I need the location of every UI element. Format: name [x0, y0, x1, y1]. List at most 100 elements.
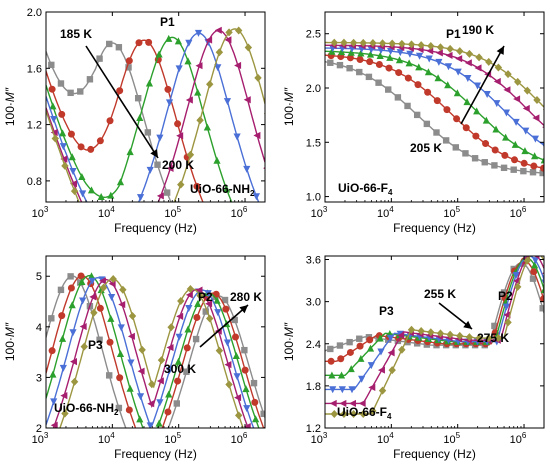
panel-a-series-5-point: [214, 26, 222, 34]
panel-b-series-5-point: [445, 51, 453, 60]
panel-c-series-1-point: [173, 400, 180, 407]
panel-b-series-2-point: [482, 140, 490, 148]
panel-d-series-6-point: [456, 331, 464, 340]
panel-b-sample-label: UiO-66-F4: [338, 181, 393, 197]
panel-b-series-6-point: [349, 38, 358, 47]
panel-c-series-6-point: [177, 297, 185, 306]
panel-a-series-4-point: [185, 39, 193, 47]
panel-d-series-6-point: [369, 407, 377, 416]
panel-c-series-3-point: [213, 296, 221, 304]
panel-c-series-1-point: [115, 404, 123, 412]
panel-d-series-6-point: [504, 318, 512, 327]
panel-c-x-tick-label: 106: [231, 431, 248, 446]
panel-d-peak-p3: P3: [379, 304, 394, 318]
panel-b-series-1-point: [520, 167, 527, 175]
panel-d-series-4-point: [338, 386, 346, 394]
panel-b-series-3-point: [424, 68, 433, 76]
panel-a-series-4-point: [165, 99, 174, 107]
panel-c-series-5-point: [205, 300, 213, 308]
panel-b-series-1-point: [491, 162, 498, 169]
panel-b-series-4-point: [415, 52, 424, 60]
panel-a-series-4-point: [89, 208, 96, 215]
panel-c-series-5-point: [147, 400, 155, 408]
panel-b-series-group: [325, 38, 544, 177]
panel-b-arrow-head: [496, 46, 504, 55]
panel-b-series-6-point: [456, 47, 464, 56]
panel-d-series-3-point: [357, 354, 365, 362]
panel-d-y-tick-label: 1.8: [306, 381, 321, 393]
panel-c-series-6-point: [90, 308, 98, 317]
panel-b-series-3-point: [337, 48, 346, 56]
panel-c-series-group: [46, 272, 265, 428]
panel-c-series-6-point: [206, 314, 214, 323]
panel-c-series-3-point: [165, 390, 173, 398]
panel-b-x-tick-label: 106: [510, 205, 527, 220]
panel-b-series-5-point: [435, 49, 443, 57]
panel-b-series-1-point: [327, 59, 334, 66]
panel-c-series-5-point: [137, 367, 145, 375]
panel-d-series-4-point: [531, 257, 540, 265]
panel-a-series-2-point: [213, 226, 220, 233]
panel-d-series-4-point: [377, 348, 385, 356]
panel-d-series-1-point: [529, 275, 537, 282]
panel-a-series-3-point: [223, 185, 231, 193]
panel-b: 103 104 105 106 1.0 1.5 2.0 2.5 Frequency (Hz) 10…: [282, 11, 545, 235]
panel-d-x-tick-label: 103: [311, 431, 328, 446]
panel-b-y-tick-label: 1.5: [306, 137, 321, 149]
panel-c-series-1-point: [202, 308, 209, 315]
panel-b-series-3-point: [347, 48, 355, 56]
panel-d-series-1-point: [356, 335, 363, 342]
panel-c-x-tick-label: 105: [164, 431, 181, 446]
panel-c-series-6-point: [138, 345, 146, 354]
panel-a-series-6-point: [177, 180, 185, 189]
panel-c-series-6-point: [70, 377, 79, 386]
panel-d-series-6-point: [465, 333, 474, 342]
panel-a-peak-label: P1: [160, 15, 175, 29]
panel-d-series-6-point: [340, 409, 348, 418]
panel-b-y-tick-label: 1.0: [306, 192, 321, 204]
panel-d-series-6-point: [427, 328, 435, 337]
panel-b-series-2-point: [443, 106, 451, 114]
panel-b-series-2-point: [462, 124, 470, 132]
panel-c-series-2-point: [251, 398, 259, 406]
panel-b-series-1-point: [336, 61, 344, 69]
panel-d-series-2-point: [366, 336, 374, 344]
panel-b-x-tick-label: 104: [377, 205, 394, 220]
panel-b-peak-label: P1: [446, 27, 461, 41]
panel-c-series-1-point: [192, 335, 200, 343]
panel-a-series-3-point: [203, 123, 211, 131]
panel-a-series-6-point: [225, 28, 233, 37]
panel-b-series-2-point: [453, 115, 461, 123]
panel-d-x-tick-label: 105: [443, 431, 460, 446]
panel-c-y-axis-label: 100·M″: [3, 322, 17, 361]
panel-b-series-2-point: [404, 74, 412, 82]
panel-a-series-2-point: [222, 241, 229, 248]
panel-b-arrow: [460, 45, 505, 125]
panel-a-series-1-point: [222, 270, 228, 276]
panel-a-series-3-point: [49, 102, 57, 110]
panel-d-series-6-point: [398, 345, 406, 354]
panel-a-y-tick-label: 1.2: [27, 120, 42, 132]
panel-a-series-4-point: [50, 116, 58, 124]
panel-c-series-5-point: [118, 300, 126, 309]
panel-c-series-2-point: [67, 284, 75, 292]
panel-d-series-5-line: [325, 256, 544, 405]
panel-c-series-3-point: [97, 286, 105, 294]
panel-d-y-tick-label: 3.0: [306, 297, 321, 309]
panel-c-series-1-point: [221, 296, 229, 304]
panel-d-series-2-point: [346, 348, 354, 356]
panel-b-x-tick-label: 103: [311, 205, 328, 220]
panel-a-series-3-point: [126, 148, 134, 156]
panel-b-series-1-point: [385, 86, 392, 93]
panel-b-series-4-point: [406, 50, 414, 58]
panel-b-series-1-point: [529, 169, 537, 176]
panel-a-series-2-point: [193, 182, 201, 190]
panel-d-series-6-point: [330, 409, 338, 418]
panel-b-series-6-point: [369, 39, 377, 48]
panel-d-series-group: [325, 256, 544, 418]
panel-c-temp-end: 280 K: [230, 290, 262, 304]
panel-b-series-1-point: [423, 120, 431, 128]
panel-d-series-6-line: [325, 256, 544, 415]
panel-b-series-6-point: [446, 44, 454, 53]
panel-a-series-5-point: [234, 61, 242, 70]
